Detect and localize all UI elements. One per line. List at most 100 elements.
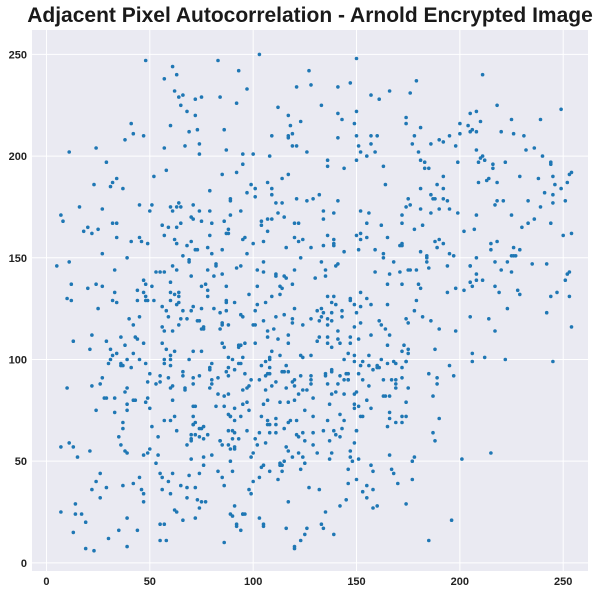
scatter-point	[86, 225, 90, 230]
scatter-point	[216, 58, 220, 63]
scatter-point	[499, 129, 504, 134]
scatter-point	[170, 398, 175, 403]
scatter-point	[460, 457, 464, 461]
scatter-point	[224, 369, 229, 374]
scatter-point	[487, 176, 491, 181]
scatter-point	[265, 217, 270, 221]
scatter-point	[338, 504, 342, 508]
scatter-point	[220, 272, 224, 276]
scatter-point	[220, 321, 224, 325]
scatter-point	[220, 341, 224, 346]
scatter-point	[88, 449, 92, 453]
scatter-point	[160, 487, 164, 492]
scatter-point	[458, 121, 462, 126]
scatter-point	[332, 294, 336, 299]
scatter-point	[185, 485, 189, 490]
scatter-point	[435, 382, 439, 386]
scatter-point	[551, 192, 555, 197]
scatter-point	[309, 382, 313, 386]
scatter-point	[449, 518, 454, 522]
scatter-point	[400, 376, 404, 380]
scatter-point	[114, 176, 119, 181]
scatter-point	[210, 221, 214, 225]
scatter-point	[150, 203, 154, 207]
scatter-point	[303, 439, 307, 443]
scatter-point	[162, 522, 167, 526]
scatter-point	[305, 199, 309, 203]
scatter-point	[270, 384, 274, 388]
scatter-point	[358, 209, 363, 213]
scatter-point	[160, 223, 164, 227]
scatter-point	[274, 380, 278, 384]
scatter-point	[267, 365, 272, 370]
scatter-point	[123, 343, 127, 348]
scatter-point	[162, 418, 167, 423]
scatter-point	[371, 506, 375, 510]
scatter-point	[251, 152, 255, 156]
scatter-point	[387, 89, 392, 93]
scatter-point	[197, 471, 202, 476]
scatter-point	[387, 453, 392, 457]
scatter-point	[321, 526, 326, 531]
scatter-point	[342, 392, 346, 396]
scatter-point	[224, 308, 229, 313]
scatter-point	[286, 333, 291, 337]
scatter-point	[170, 329, 175, 333]
scatter-point	[360, 489, 365, 494]
scatter-point	[267, 422, 272, 427]
scatter-point	[315, 451, 320, 455]
scatter-point	[216, 469, 220, 474]
scatter-point	[168, 205, 173, 209]
scatter-point	[189, 437, 193, 441]
scatter-point	[226, 323, 231, 327]
scatter-point	[131, 351, 136, 356]
scatter-point	[131, 481, 136, 486]
scatter-point	[290, 131, 295, 136]
scatter-point	[414, 298, 419, 303]
scatter-point	[503, 357, 508, 362]
scatter-point	[162, 329, 167, 333]
scatter-point	[482, 355, 487, 360]
scatter-point	[174, 225, 179, 230]
scatter-point	[538, 205, 543, 209]
scatter-point	[191, 422, 195, 427]
scatter-point	[179, 221, 183, 225]
scatter-point	[404, 359, 408, 364]
scatter-point	[303, 532, 307, 537]
scatter-point	[123, 390, 127, 394]
scatter-point	[369, 406, 373, 411]
scatter-point	[141, 491, 146, 496]
scatter-point	[125, 357, 129, 362]
scatter-point	[69, 282, 74, 287]
scatter-point	[315, 339, 320, 344]
scatter-point	[114, 221, 119, 225]
scatter-point	[549, 221, 553, 225]
scatter-point	[406, 321, 411, 325]
scatter-point	[185, 496, 189, 500]
scatter-point	[156, 435, 160, 439]
scatter-point	[201, 327, 206, 331]
scatter-point	[338, 341, 342, 346]
scatter-point	[404, 502, 408, 506]
scatter-point	[441, 140, 446, 144]
scatter-point	[112, 396, 117, 400]
scatter-point	[400, 420, 404, 425]
scatter-point	[367, 363, 371, 368]
scatter-point	[447, 251, 452, 256]
scatter-point	[265, 180, 270, 185]
scatter-point	[325, 294, 330, 299]
scatter-point	[499, 268, 504, 272]
scatter-point	[278, 353, 282, 358]
scatter-point	[166, 225, 171, 230]
scatter-point	[177, 294, 181, 299]
scatter-point	[336, 85, 340, 89]
scatter-point	[563, 199, 568, 203]
scatter-point	[197, 426, 202, 431]
scatter-point	[296, 221, 301, 225]
scatter-point	[329, 369, 334, 374]
chart-title: Adjacent Pixel Autocorrelation - Arnold …	[27, 4, 593, 27]
scatter-point	[67, 150, 71, 154]
scatter-point	[400, 414, 404, 419]
scatter-point	[431, 197, 435, 201]
scatter-point	[290, 317, 295, 321]
